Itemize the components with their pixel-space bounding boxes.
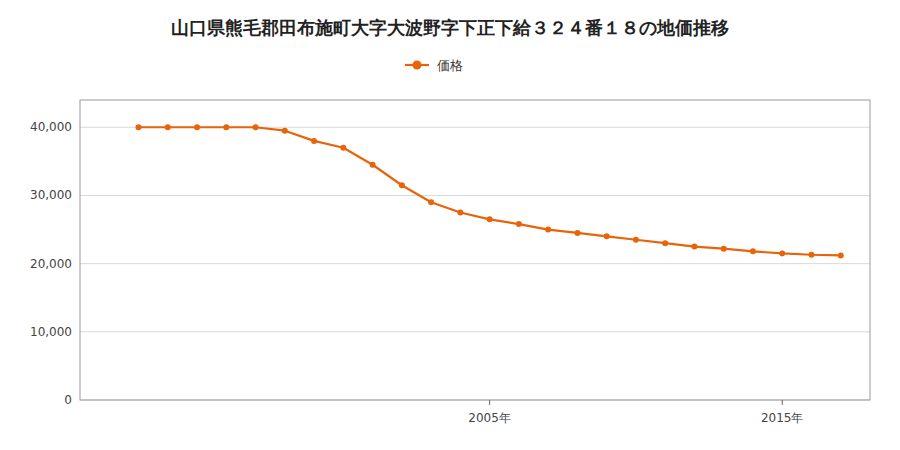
background xyxy=(0,0,900,450)
marker xyxy=(428,199,434,205)
chart: 山口県熊毛郡田布施町大字大波野字下正下給３２４番１８の地価推移 0 10,000 20… xyxy=(0,0,900,450)
marker xyxy=(165,124,171,130)
marker xyxy=(545,227,551,233)
legend-label: 価格 xyxy=(437,58,463,73)
marker xyxy=(691,244,697,250)
marker xyxy=(779,250,785,256)
plot-area xyxy=(136,124,844,258)
marker xyxy=(633,237,639,243)
marker xyxy=(253,124,259,130)
marker xyxy=(194,124,200,130)
y-tick-label: 0 xyxy=(64,393,72,407)
marker xyxy=(604,233,610,239)
y-tick-label: 30,000 xyxy=(30,188,72,202)
plot-frame xyxy=(80,100,870,400)
grid-line xyxy=(80,331,870,332)
x-tick-label: 2005年 xyxy=(468,411,511,425)
marker xyxy=(574,230,580,236)
marker xyxy=(662,240,668,246)
marker xyxy=(399,182,405,188)
marker xyxy=(223,124,229,130)
marker xyxy=(750,248,756,254)
axes: 0 10,000 20,000 30,000 40,000 2005年 2015年 xyxy=(30,100,870,425)
marker xyxy=(487,216,493,222)
legend: 価格 xyxy=(405,58,463,73)
marker xyxy=(136,124,142,130)
marker xyxy=(457,210,463,216)
marker xyxy=(340,145,346,151)
legend-marker xyxy=(413,61,422,70)
tick-mark xyxy=(489,400,490,405)
grid-line xyxy=(80,263,870,264)
y-tick-label: 40,000 xyxy=(30,120,72,134)
x-tick-label: 2015年 xyxy=(761,411,804,425)
y-tick-label: 20,000 xyxy=(30,257,72,271)
title: 山口県熊毛郡田布施町大字大波野字下正下給３２４番１８の地価推移 xyxy=(171,17,729,38)
marker xyxy=(516,221,522,227)
marker xyxy=(311,138,317,144)
marker xyxy=(282,128,288,134)
marker xyxy=(808,252,814,258)
y-tick-label: 10,000 xyxy=(30,325,72,339)
marker xyxy=(370,162,376,168)
tick-mark xyxy=(782,400,783,405)
line xyxy=(139,127,841,255)
grid-line xyxy=(80,195,870,196)
marker xyxy=(838,252,844,258)
marker xyxy=(721,246,727,252)
